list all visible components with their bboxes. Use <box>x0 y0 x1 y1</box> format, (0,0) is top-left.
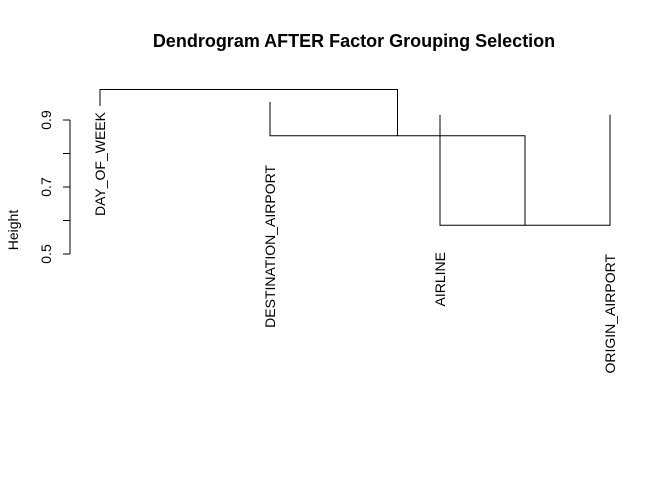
merge-root <box>99 89 398 136</box>
leaf-label-origin-airport: ORIGIN_AIRPORT <box>602 254 618 374</box>
leaf-label-day-of-week: DAY_OF_WEEK <box>92 111 108 216</box>
leaf-label-destination-airport: DESTINATION_AIRPORT <box>262 165 278 328</box>
chart-title: Dendrogram AFTER Factor Grouping Selecti… <box>153 31 555 51</box>
leaf-labels: DAY_OF_WEEK DESTINATION_AIRPORT AIRLINE ORI… <box>92 111 618 373</box>
y-axis: 0.5 0.7 0.9 <box>38 110 71 264</box>
y-tick-label: 0.7 <box>38 177 54 197</box>
y-axis-label: Height <box>5 210 21 251</box>
leaf-label-airline: AIRLINE <box>432 252 448 306</box>
dendrogram-branches <box>99 89 611 226</box>
y-tick-label: 0.9 <box>38 110 54 130</box>
y-tick-label: 0.5 <box>38 244 54 264</box>
